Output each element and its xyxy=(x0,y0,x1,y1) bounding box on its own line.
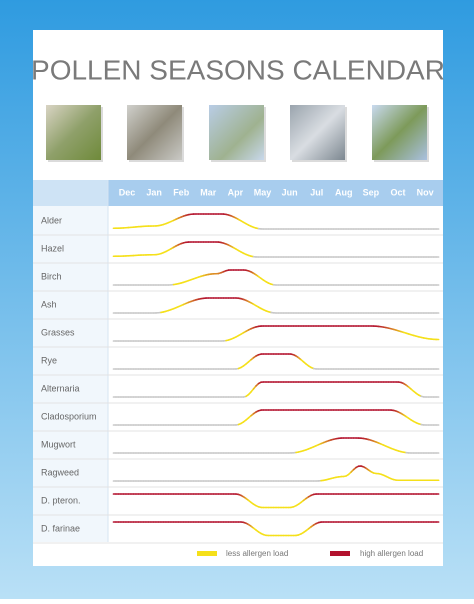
row-label: Ragweed xyxy=(41,467,79,477)
month-label: Sep xyxy=(363,187,380,197)
row-label: Mugwort xyxy=(41,439,76,449)
row-label: D. farinae xyxy=(41,523,80,533)
row-label: Hazel xyxy=(41,243,64,253)
image xyxy=(372,105,427,160)
row-label: D. pteron. xyxy=(41,495,81,505)
image xyxy=(46,105,101,160)
row-label: Cladosporium xyxy=(41,411,97,421)
image xyxy=(290,105,345,160)
month-label: Nov xyxy=(417,187,434,197)
row-label: Rye xyxy=(41,355,57,365)
month-label: Apr xyxy=(228,187,244,197)
month-label: Feb xyxy=(173,187,190,197)
row-label: Birch xyxy=(41,271,62,281)
image xyxy=(209,105,264,160)
legend-swatch-low xyxy=(197,551,217,556)
row-label: Grasses xyxy=(41,327,75,337)
month-label: Jul xyxy=(310,187,323,197)
month-label: Oct xyxy=(390,187,405,197)
legend-swatch-high xyxy=(330,551,350,556)
row-label: Alder xyxy=(41,215,62,225)
month-label: May xyxy=(254,187,272,197)
month-label: Jun xyxy=(282,187,298,197)
legend-label: less allergen load xyxy=(226,549,288,558)
image xyxy=(127,105,182,160)
row-label: Alternaria xyxy=(41,383,80,393)
legend-label: high allergen load xyxy=(360,549,423,558)
month-label: Dec xyxy=(119,187,136,197)
month-label: Mar xyxy=(200,187,217,197)
month-label: Aug xyxy=(335,187,353,197)
month-label: Jan xyxy=(146,187,162,197)
title: POLLEN SEASONS CALENDAR xyxy=(31,54,445,85)
row-label: Ash xyxy=(41,299,57,309)
